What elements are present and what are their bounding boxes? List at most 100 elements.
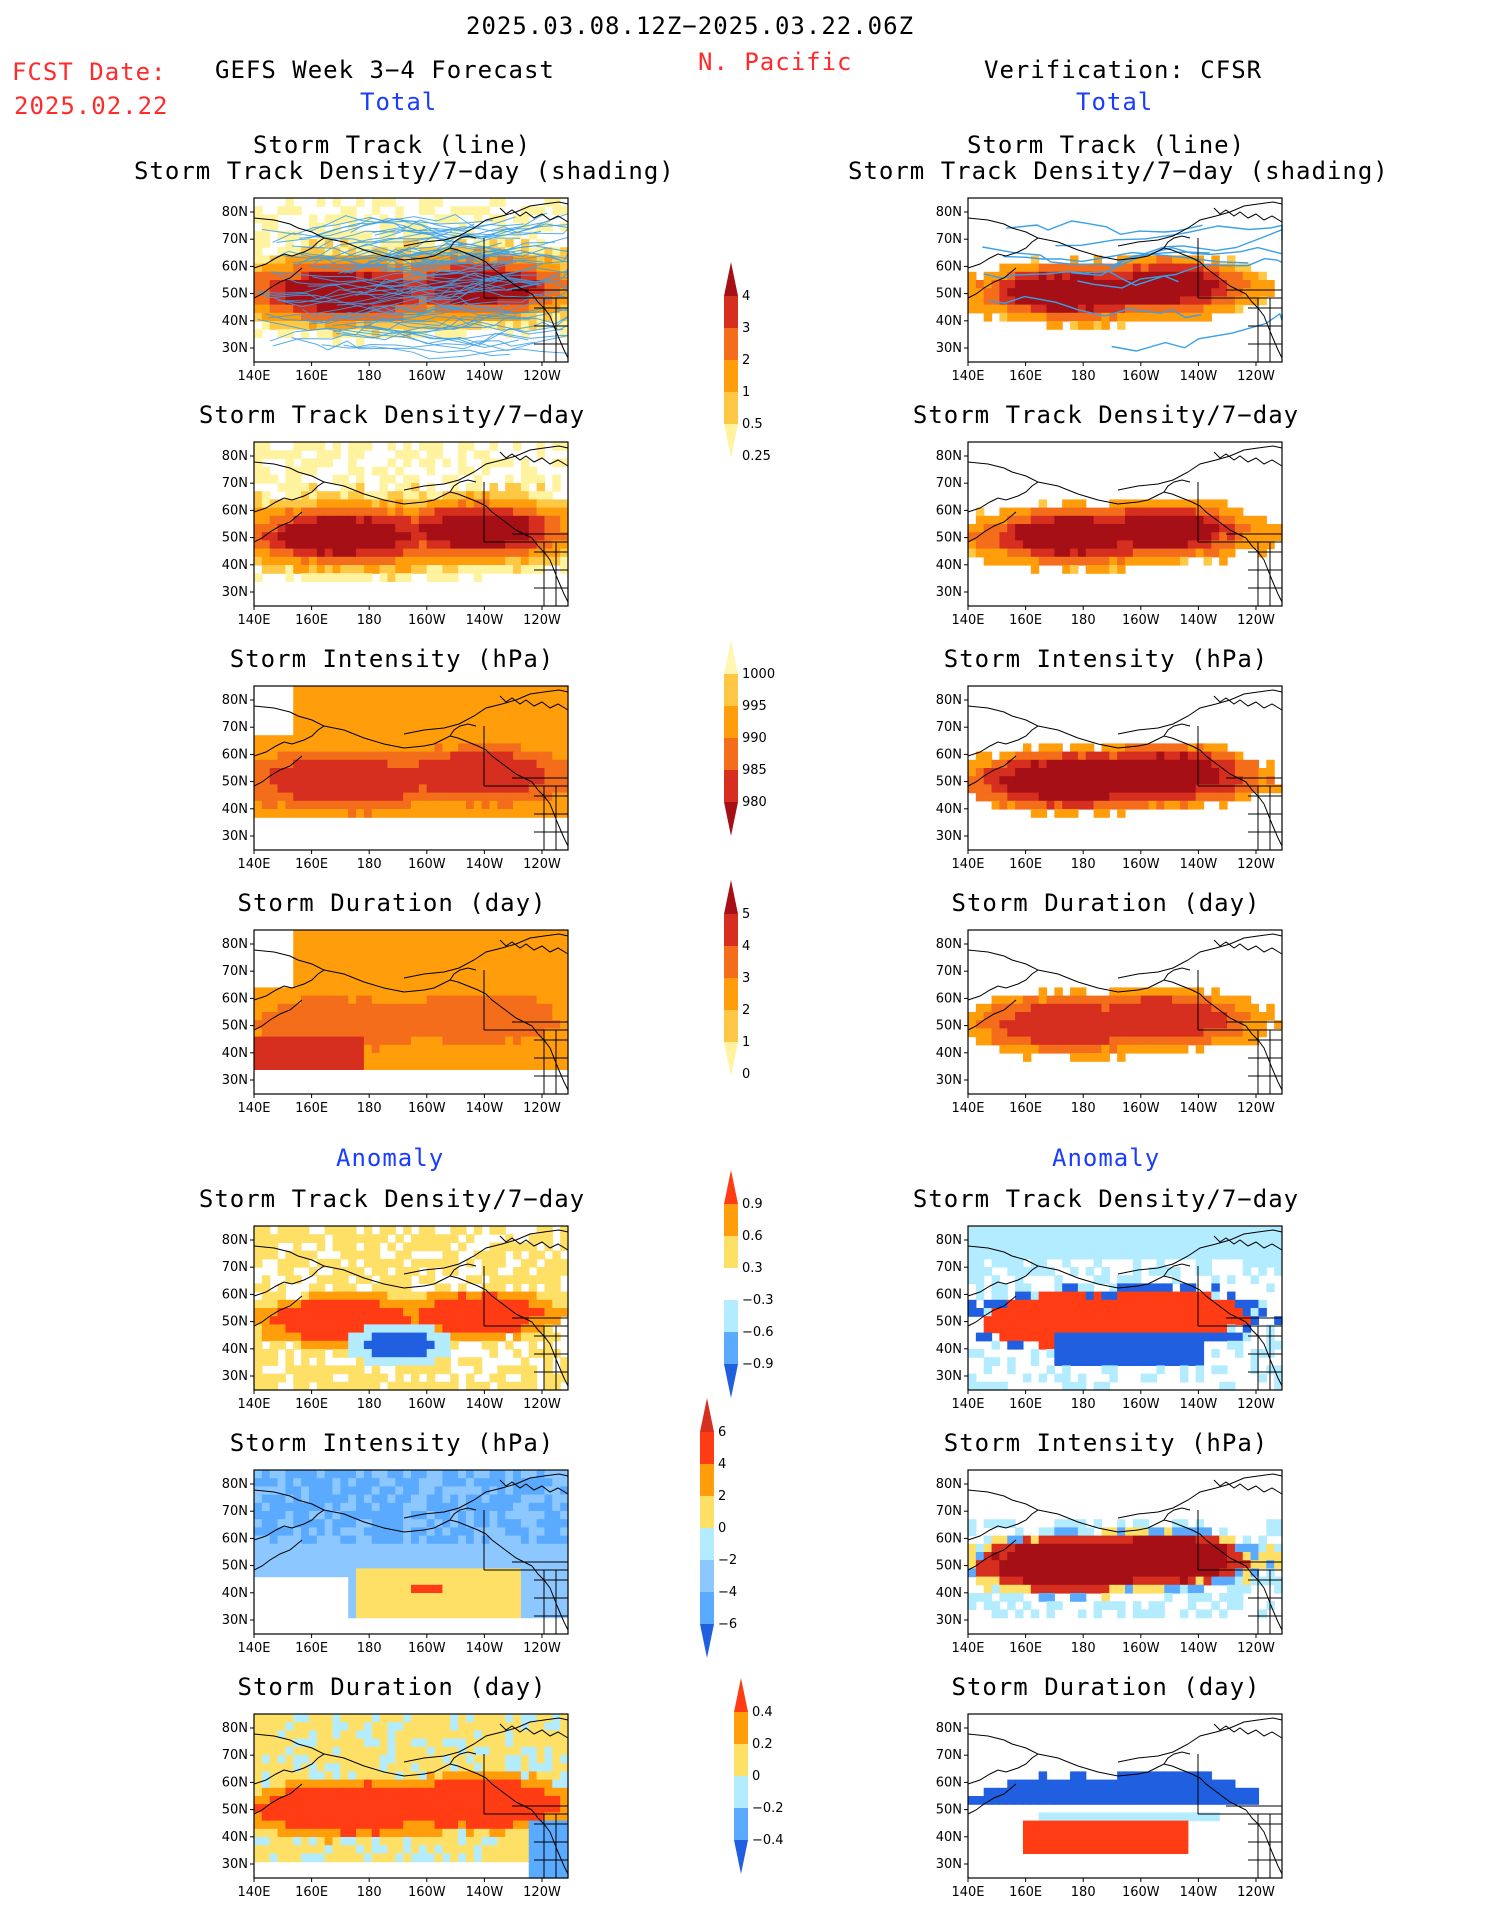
field-cell [1195, 271, 1205, 281]
field-cell [348, 548, 357, 558]
field-cell [465, 768, 475, 777]
field-cell [505, 288, 514, 297]
field-cell [552, 1267, 561, 1276]
field-cell [418, 1535, 428, 1545]
field-cell [332, 946, 341, 956]
field-cell [505, 1494, 514, 1504]
field-cell [254, 1771, 263, 1781]
field-cell [324, 1061, 334, 1070]
field-cell [528, 1755, 538, 1764]
field-cell [379, 1053, 389, 1062]
field-cell [308, 1763, 318, 1772]
field-cell [465, 1502, 475, 1512]
field-cell [332, 1258, 341, 1268]
field-cell [254, 1755, 263, 1764]
field-cell [285, 239, 294, 248]
field-cell [363, 1308, 373, 1317]
field-cell [552, 1275, 561, 1284]
field-cell [301, 1332, 310, 1342]
field-cell [387, 1061, 396, 1070]
field-cell [1242, 515, 1252, 525]
field-cell [1125, 532, 1134, 541]
field-cell [426, 1820, 436, 1830]
field-cell [473, 1012, 483, 1021]
field-cell [434, 1519, 443, 1528]
field-cell [426, 466, 436, 476]
field-cell [426, 743, 436, 753]
field-cell [340, 727, 349, 736]
field-cell [301, 694, 310, 703]
field-cell [316, 1373, 326, 1383]
field-cell [489, 1560, 498, 1569]
field-cell [544, 1738, 553, 1748]
field-cell [308, 938, 318, 947]
field-cell [544, 1324, 553, 1334]
field-cell [1070, 263, 1079, 273]
field-cell [528, 1535, 538, 1545]
field-cell [536, 1299, 546, 1309]
field-cell [363, 507, 373, 517]
field-cell [1117, 296, 1126, 306]
field-cell [254, 1502, 263, 1512]
field-cell [497, 1036, 506, 1046]
field-cell [528, 1560, 538, 1569]
field-cell [285, 1543, 294, 1553]
field-cell [528, 474, 538, 484]
field-cell [528, 1576, 538, 1586]
field-cell [489, 995, 498, 1005]
field-cell [465, 1560, 475, 1569]
field-cell [332, 1746, 341, 1756]
field-cell [324, 759, 334, 769]
field-cell [340, 507, 349, 517]
field-cell [450, 548, 459, 558]
field-cell [308, 222, 318, 232]
field-cell [528, 1787, 538, 1797]
field-cell [560, 556, 569, 566]
field-cell [520, 1714, 530, 1723]
field-cell [308, 792, 318, 802]
field-cell [489, 532, 498, 541]
field-cell [489, 1576, 498, 1586]
field-cell [442, 296, 451, 306]
map-anom-density-left: 80N 70N 60N 50N 40N 30N 140E 160E 180 160W 140W 120… [210, 1225, 569, 1420]
field-cell [560, 1763, 569, 1772]
field-cell [991, 288, 1000, 297]
field-cell [465, 1332, 475, 1342]
field-cell [513, 548, 522, 558]
field-cell [332, 962, 341, 972]
field-cell [481, 1519, 491, 1528]
field-cell [1038, 312, 1048, 322]
field-cell [465, 1576, 475, 1586]
field-cell [395, 1502, 404, 1512]
field-cell [301, 727, 310, 736]
field-cell [1242, 524, 1252, 533]
field-cell [426, 573, 436, 582]
field-cell [544, 987, 553, 997]
field-cell [261, 1234, 271, 1243]
field-cell [560, 304, 569, 314]
field-cell [348, 1820, 357, 1830]
field-cell [552, 759, 561, 769]
field-cell [465, 1373, 475, 1383]
field-cell [505, 239, 514, 248]
field-cell [301, 1730, 310, 1740]
field-cell [411, 1779, 420, 1789]
field-cell [379, 1527, 389, 1537]
field-cell [426, 1299, 436, 1309]
field-cell [254, 1226, 263, 1235]
field-cell [520, 458, 530, 468]
field-cell [395, 491, 404, 500]
field-cell [465, 954, 475, 964]
field-cell [481, 540, 491, 550]
field-cell [403, 1478, 412, 1487]
field-cell [426, 702, 436, 712]
field-cell [442, 556, 451, 566]
field-cell [505, 1003, 514, 1013]
field-cell [473, 1494, 483, 1504]
field-cell [442, 800, 451, 810]
field-cell [324, 784, 334, 794]
field-cell [348, 1755, 357, 1764]
field-cell [473, 1003, 483, 1013]
field-cell [560, 1053, 569, 1062]
field-cell [489, 1291, 498, 1301]
